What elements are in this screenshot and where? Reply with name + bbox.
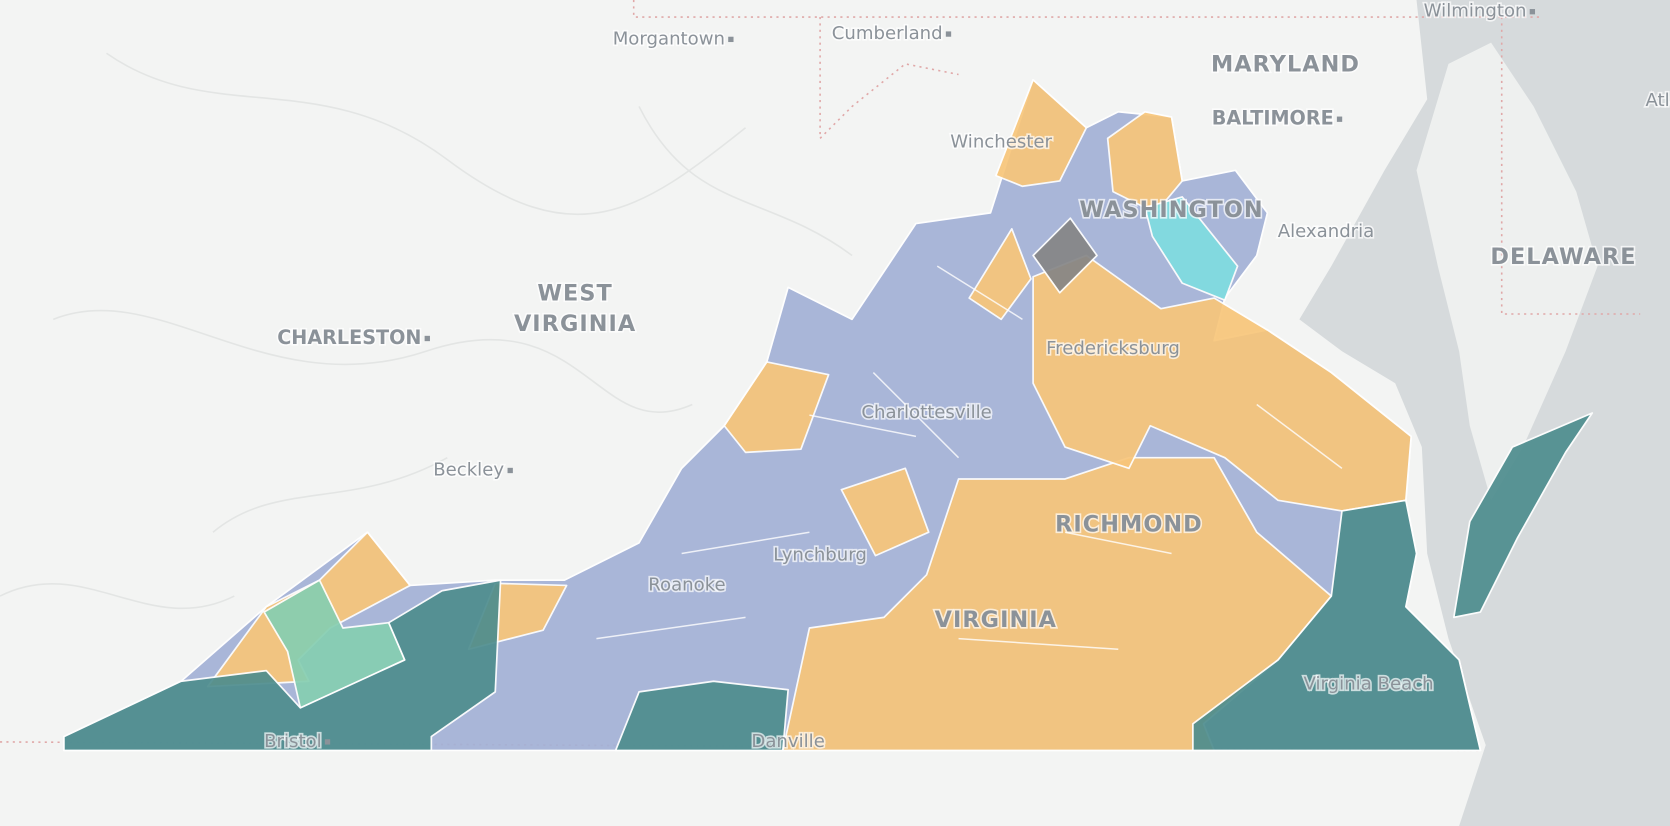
county-region <box>968 228 1032 321</box>
virginia-counties <box>63 78 1594 752</box>
place-label: Wilmington <box>1424 1 1527 22</box>
place-label: Fredericksburg <box>1046 338 1180 359</box>
place-label: Beckley <box>433 459 504 480</box>
place-label: Lynchburg <box>773 545 867 566</box>
place-label: Bristol <box>264 731 322 752</box>
place-label: VIRGINIA <box>935 607 1057 633</box>
city-marker <box>324 739 331 745</box>
city-marker <box>1336 116 1343 122</box>
place-label: DELAWARE <box>1490 244 1636 270</box>
place-label: Virginia Beach <box>1304 673 1434 694</box>
place-label: MARYLAND <box>1211 51 1360 77</box>
county-region <box>1192 499 1482 752</box>
county-region <box>1144 196 1239 302</box>
place-label: RICHMOND <box>1055 511 1203 537</box>
city-marker <box>945 31 952 37</box>
place-label: CHARLESTON <box>277 326 421 349</box>
county-region <box>994 78 1088 188</box>
place-label: Cumberland <box>832 23 943 44</box>
place-label: WEST <box>537 280 613 306</box>
place-label: VIRGINIA <box>514 311 636 337</box>
place-label: Charlottesville <box>861 402 991 423</box>
place-label: Alexandria <box>1278 221 1375 242</box>
place-label: WASHINGTON <box>1079 197 1263 223</box>
city-marker <box>1529 9 1536 15</box>
city-marker <box>507 467 513 474</box>
place-label: Roanoke <box>648 574 725 595</box>
city-marker <box>728 36 734 43</box>
place-label: Danville <box>751 731 824 752</box>
place-label: Atlan <box>1646 90 1670 111</box>
county-region <box>63 579 502 752</box>
county-region <box>723 361 830 454</box>
place-labels: Morgantown Cumberland Wilmington MARYLAND BA… <box>263 0 1670 754</box>
county-region <box>614 680 789 752</box>
county-region <box>840 467 930 557</box>
place-label: Winchester <box>950 132 1052 153</box>
county-region <box>1452 412 1594 619</box>
county-region <box>1032 217 1098 294</box>
place-label: BALTIMORE <box>1212 107 1334 130</box>
city-marker <box>424 335 430 342</box>
county-region <box>1106 110 1184 214</box>
place-label: Morgantown <box>613 28 725 49</box>
